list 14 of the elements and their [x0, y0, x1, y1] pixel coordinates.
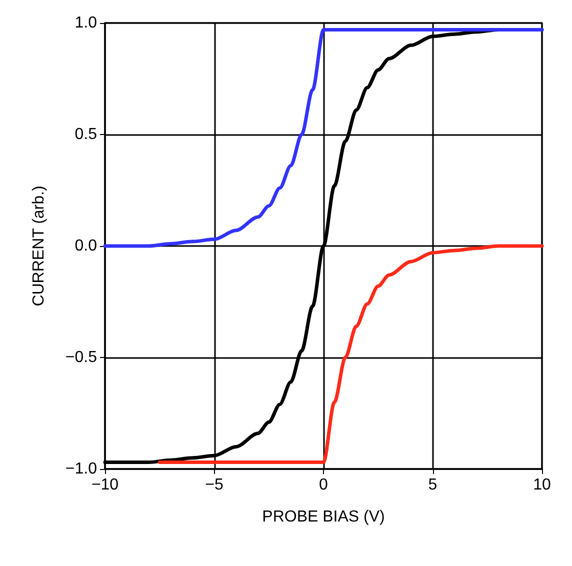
x-tick-label: −5: [205, 476, 224, 494]
x-tick-label: −10: [91, 476, 119, 494]
y-tick-label: 0.5: [74, 126, 98, 143]
line-series: [158, 244, 544, 464]
y-tick-label: −1.0: [65, 460, 98, 478]
x-tick-label: 0: [319, 476, 328, 494]
line-series: [103, 28, 544, 248]
y-tick-label: 1.0: [74, 14, 98, 32]
y-tick-label: −0.5: [65, 349, 98, 366]
y-tick-label: 0.0: [74, 238, 98, 254]
x-tick-label: 10: [533, 476, 551, 494]
y-axis-title: CURRENT (arb.): [30, 186, 48, 306]
x-tick-label: 5: [428, 476, 438, 494]
x-axis-title: PROBE BIAS (V): [262, 508, 385, 526]
